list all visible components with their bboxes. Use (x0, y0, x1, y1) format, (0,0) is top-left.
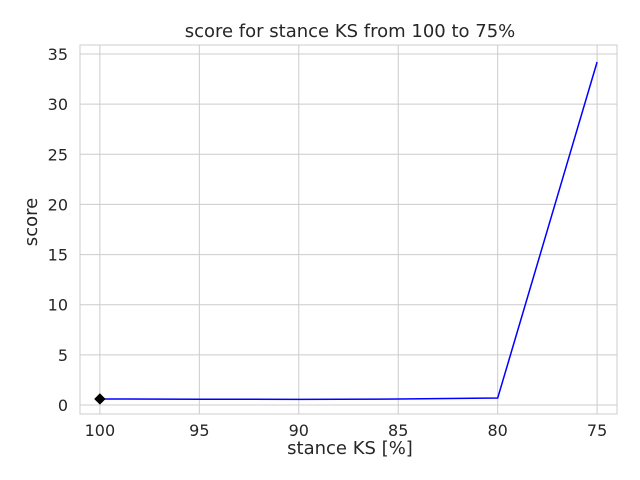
y-tick-label: 30 (48, 95, 68, 114)
plot-background (79, 44, 618, 415)
x-tick-label: 95 (189, 421, 209, 440)
y-tick-label: 5 (58, 346, 68, 365)
y-tick-label: 0 (58, 396, 68, 415)
y-tick-label: 15 (48, 246, 68, 265)
y-tick-label: 35 (48, 45, 68, 64)
x-tick-label: 80 (487, 421, 507, 440)
y-tick-label: 10 (48, 296, 68, 315)
start-point-marker (94, 393, 106, 405)
y-tick-label: 25 (48, 145, 68, 164)
series-line (99, 61, 598, 401)
y-axis-label: score (21, 198, 42, 246)
x-tick-label: 90 (289, 421, 309, 440)
y-tick-label: 20 (48, 195, 68, 214)
series-layer (94, 61, 598, 405)
x-tick-label: 75 (587, 421, 607, 440)
x-tick-label: 85 (388, 421, 408, 440)
y-tick-labels: 0 5 10 15 20 25 30 35 (48, 45, 68, 415)
chart-title: score for stance KS from 100 to 75% (185, 21, 516, 42)
x-axis-label: stance KS [%] (287, 438, 413, 459)
x-tick-label: 100 (85, 421, 116, 440)
grid-lines (80, 45, 617, 414)
x-tick-labels: 100 95 90 85 80 75 (85, 421, 608, 440)
